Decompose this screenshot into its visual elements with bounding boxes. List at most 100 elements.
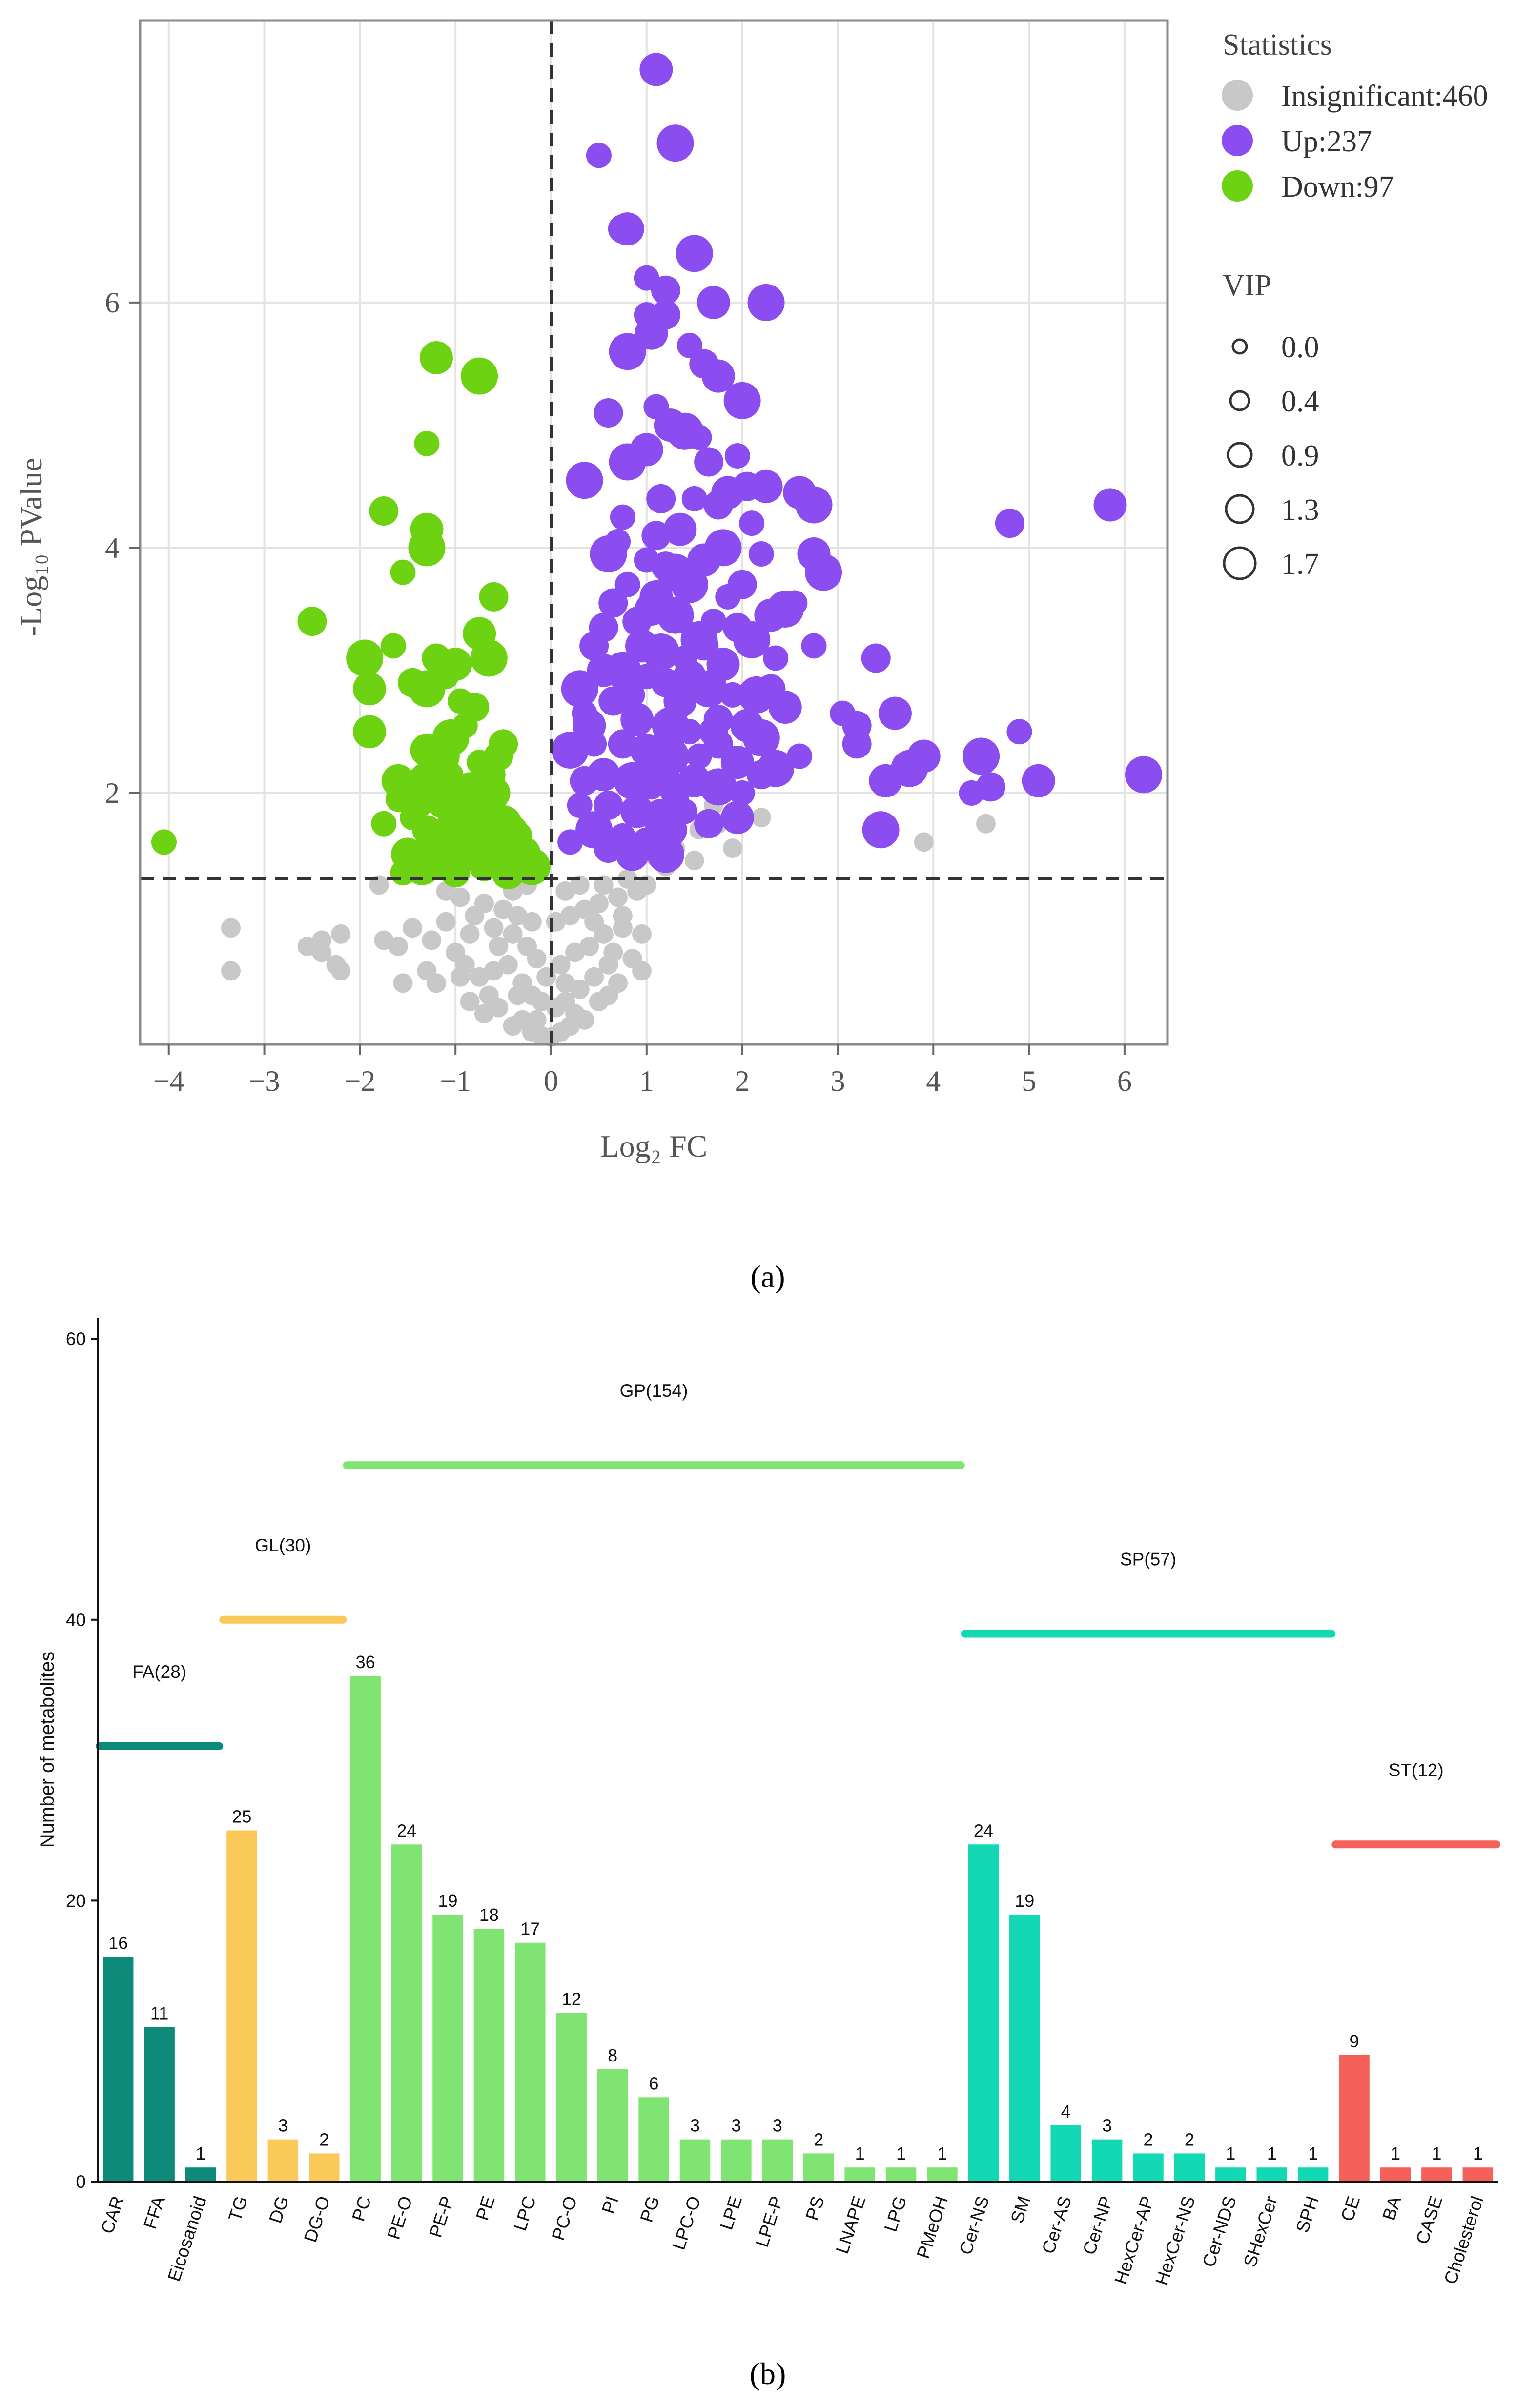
data-point-up: [622, 607, 652, 636]
data-point-insignificant: [527, 949, 547, 969]
data-point-up: [733, 621, 771, 658]
data-point-up: [738, 676, 775, 714]
data-point-insignificant: [579, 936, 599, 956]
data-point-up: [594, 833, 623, 863]
bar-value-label: 1: [1473, 2143, 1483, 2163]
data-point-insignificant: [465, 906, 485, 926]
x-tick-label: HexCer-AP: [1110, 2194, 1158, 2287]
bar-value-label: 24: [974, 1820, 993, 1840]
data-point-down: [346, 639, 384, 677]
data-point-up: [701, 359, 735, 393]
data-point-insignificant: [331, 924, 351, 944]
size-legend-marker: [1227, 442, 1253, 468]
x-tick-label: PG: [636, 2194, 664, 2225]
size-legend-label: 1.7: [1281, 548, 1319, 581]
bar-value-label: 2: [1185, 2129, 1194, 2149]
data-point-up: [711, 476, 745, 510]
data-point-up: [680, 621, 718, 658]
bar-value-label: 12: [562, 1989, 581, 2009]
data-point-insignificant: [479, 985, 499, 1005]
data-point-insignificant: [551, 955, 571, 975]
x-tick-label: PS: [802, 2194, 828, 2223]
bar-value-label: 4: [1061, 2102, 1071, 2122]
bar-pg: [638, 2097, 669, 2182]
legend-title-statistics: Statistics: [1223, 28, 1332, 61]
x-tick-label: 6: [1117, 1065, 1132, 1097]
data-point-up: [694, 447, 724, 477]
data-point-insignificant: [723, 838, 743, 858]
data-point-up: [724, 443, 750, 469]
bar-pe: [473, 1928, 505, 2182]
x-tick-label: 2: [735, 1065, 750, 1097]
x-tick-label: −3: [249, 1065, 280, 1097]
data-point-down: [297, 607, 327, 636]
y-axis-label: Number of metabolites: [37, 1652, 58, 1848]
data-point-insignificant: [403, 918, 423, 938]
x-tick-label: LPE: [716, 2194, 746, 2232]
data-point-up: [610, 504, 635, 530]
bar-tg: [226, 1830, 257, 2182]
data-point-up: [862, 811, 900, 849]
data-point-insignificant: [508, 985, 528, 1005]
x-tick-label: LPE-P: [752, 2194, 787, 2249]
data-point-insignificant: [388, 936, 408, 956]
data-point-up: [635, 316, 668, 350]
x-tick-label: LPC: [510, 2194, 540, 2233]
data-point-insignificant: [555, 973, 575, 993]
bar-value-label: 2: [319, 2129, 329, 2149]
size-legend-label: 0.4: [1281, 385, 1319, 418]
panel-label-a: (a): [750, 1259, 785, 1294]
bar-value-label: 3: [690, 2116, 700, 2136]
x-tick-label: PE-O: [384, 2194, 416, 2242]
data-point-up: [739, 510, 765, 536]
data-point-up: [699, 768, 737, 806]
data-point-insignificant: [598, 985, 618, 1005]
bar-value-label: 2: [1143, 2129, 1153, 2149]
x-tick-label: DG-O: [300, 2194, 334, 2245]
bar-pe-p: [432, 1915, 463, 2182]
bar-value-label: 19: [1015, 1891, 1034, 1911]
data-point-up: [586, 143, 612, 168]
bar-lnape: [844, 2167, 875, 2182]
x-tick-label: 1: [639, 1065, 654, 1097]
bar-car: [102, 1957, 134, 2182]
bar-lpe: [721, 2139, 752, 2182]
data-point-up: [1093, 488, 1127, 522]
x-tick-label: 0: [544, 1065, 558, 1097]
data-point-down: [461, 357, 498, 395]
data-point-down: [380, 633, 406, 659]
data-point-up: [720, 801, 754, 835]
data-point-up: [651, 275, 680, 305]
data-point-up: [598, 588, 628, 618]
x-tick-label: 5: [1022, 1065, 1036, 1097]
data-point-down: [151, 829, 177, 855]
bar-value-label: 24: [397, 1820, 416, 1840]
data-point-up: [729, 780, 755, 806]
data-point-up: [642, 633, 680, 671]
data-point-insignificant: [498, 955, 518, 975]
bar-sph: [1297, 2167, 1329, 2182]
x-tick-label: PC-O: [548, 2194, 581, 2243]
data-point-up: [552, 731, 589, 769]
bar-value-label: 1: [1226, 2143, 1235, 2163]
bar-pe-o: [391, 1844, 422, 2182]
data-point-insignificant: [393, 973, 413, 993]
bar-shexcer: [1256, 2167, 1287, 2182]
bar-value-label: 16: [108, 1933, 128, 1953]
data-point-up: [694, 809, 724, 838]
data-point-insignificant: [584, 967, 604, 987]
data-point-up: [795, 486, 833, 524]
group-label: FA(28): [132, 1662, 186, 1682]
data-point-insignificant: [632, 961, 652, 981]
y-tick-label: 2: [105, 777, 120, 809]
data-point-up: [619, 682, 645, 708]
x-tick-label: Cer-NP: [1079, 2194, 1117, 2257]
data-point-up: [587, 758, 620, 792]
bar-hexcer-ap: [1133, 2153, 1164, 2182]
data-point-insignificant: [751, 808, 771, 828]
data-point-up: [594, 791, 623, 820]
data-point-insignificant: [460, 924, 480, 944]
data-point-up: [720, 682, 746, 708]
data-point-up: [639, 580, 673, 613]
data-point-up: [561, 670, 598, 708]
